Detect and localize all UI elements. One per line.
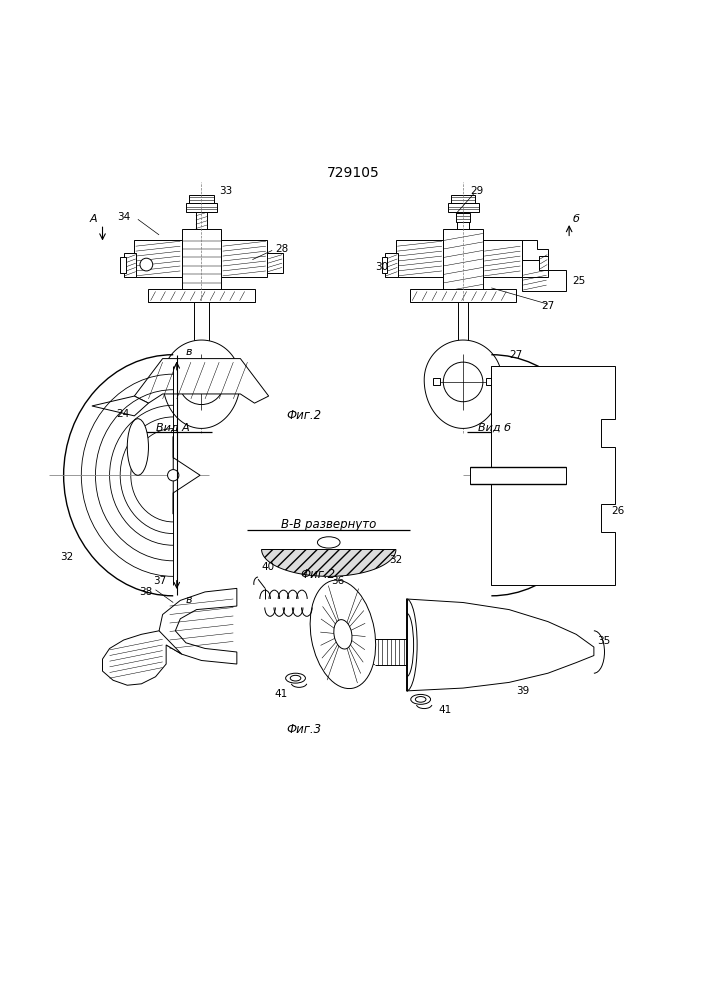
Polygon shape <box>134 359 269 403</box>
Ellipse shape <box>334 620 352 649</box>
Polygon shape <box>491 366 615 585</box>
Bar <box>182 229 221 302</box>
Text: 24: 24 <box>117 409 130 419</box>
Text: 29: 29 <box>470 186 484 196</box>
Ellipse shape <box>291 675 301 681</box>
Bar <box>448 203 479 212</box>
Polygon shape <box>173 436 200 514</box>
Text: 34: 34 <box>117 212 131 222</box>
Text: Фиг.3: Фиг.3 <box>286 723 322 736</box>
Text: 38: 38 <box>139 587 152 597</box>
Bar <box>470 467 566 484</box>
Ellipse shape <box>415 697 426 702</box>
Bar <box>443 229 483 302</box>
Text: 32: 32 <box>60 552 74 562</box>
Polygon shape <box>522 240 548 260</box>
Bar <box>196 212 207 229</box>
Ellipse shape <box>310 580 375 689</box>
Text: б: б <box>573 214 580 224</box>
Text: 27: 27 <box>541 301 554 311</box>
Bar <box>433 378 440 385</box>
Polygon shape <box>522 270 566 291</box>
Bar <box>148 289 255 302</box>
Text: 41: 41 <box>438 705 452 715</box>
Text: 30: 30 <box>375 262 388 272</box>
Circle shape <box>443 362 483 402</box>
Text: 28: 28 <box>276 244 289 254</box>
Text: Фиг.2: Фиг.2 <box>300 568 336 581</box>
Text: Вид б: Вид б <box>479 422 511 432</box>
Text: В-В развернуто: В-В развернуто <box>281 518 376 531</box>
Bar <box>134 240 182 277</box>
Text: А: А <box>89 214 97 224</box>
Bar <box>382 257 387 273</box>
Text: 41: 41 <box>275 689 288 699</box>
Circle shape <box>140 258 153 271</box>
Bar <box>456 213 470 222</box>
Text: 40: 40 <box>262 562 275 572</box>
Circle shape <box>168 470 179 481</box>
Text: 25: 25 <box>573 276 586 286</box>
Bar <box>194 302 209 347</box>
Text: 26: 26 <box>612 506 625 516</box>
Text: 27: 27 <box>510 350 522 360</box>
Bar <box>396 240 443 277</box>
Bar <box>458 302 468 347</box>
Bar <box>385 253 398 277</box>
Ellipse shape <box>127 419 148 475</box>
Text: 729105: 729105 <box>327 166 380 180</box>
Bar <box>186 203 217 212</box>
Bar <box>539 256 548 270</box>
Bar <box>486 378 493 385</box>
Text: Вид А: Вид А <box>156 422 190 432</box>
Ellipse shape <box>411 694 431 704</box>
Text: 36: 36 <box>331 576 344 586</box>
Text: 32: 32 <box>389 555 402 565</box>
Text: Фиг.2: Фиг.2 <box>286 409 322 422</box>
Text: 33: 33 <box>219 186 233 196</box>
Bar <box>451 195 475 203</box>
Bar <box>224 378 231 385</box>
Polygon shape <box>103 631 182 685</box>
Text: в: в <box>186 347 192 357</box>
Bar <box>120 257 126 273</box>
Polygon shape <box>262 549 396 576</box>
Text: в: в <box>186 595 192 605</box>
Ellipse shape <box>286 673 305 683</box>
Bar <box>483 240 522 277</box>
Text: 39: 39 <box>516 686 530 696</box>
Text: 37: 37 <box>153 576 166 586</box>
Bar <box>410 289 516 302</box>
Ellipse shape <box>317 537 340 548</box>
Polygon shape <box>407 599 594 691</box>
Bar <box>221 240 267 277</box>
Polygon shape <box>92 396 148 416</box>
Bar <box>189 195 214 203</box>
Bar <box>124 253 136 277</box>
Circle shape <box>179 359 224 405</box>
Text: 35: 35 <box>597 636 611 646</box>
Polygon shape <box>424 340 502 428</box>
Bar <box>457 212 469 229</box>
Bar <box>267 253 283 273</box>
Bar <box>172 378 179 385</box>
Polygon shape <box>159 588 237 664</box>
Polygon shape <box>163 340 240 428</box>
